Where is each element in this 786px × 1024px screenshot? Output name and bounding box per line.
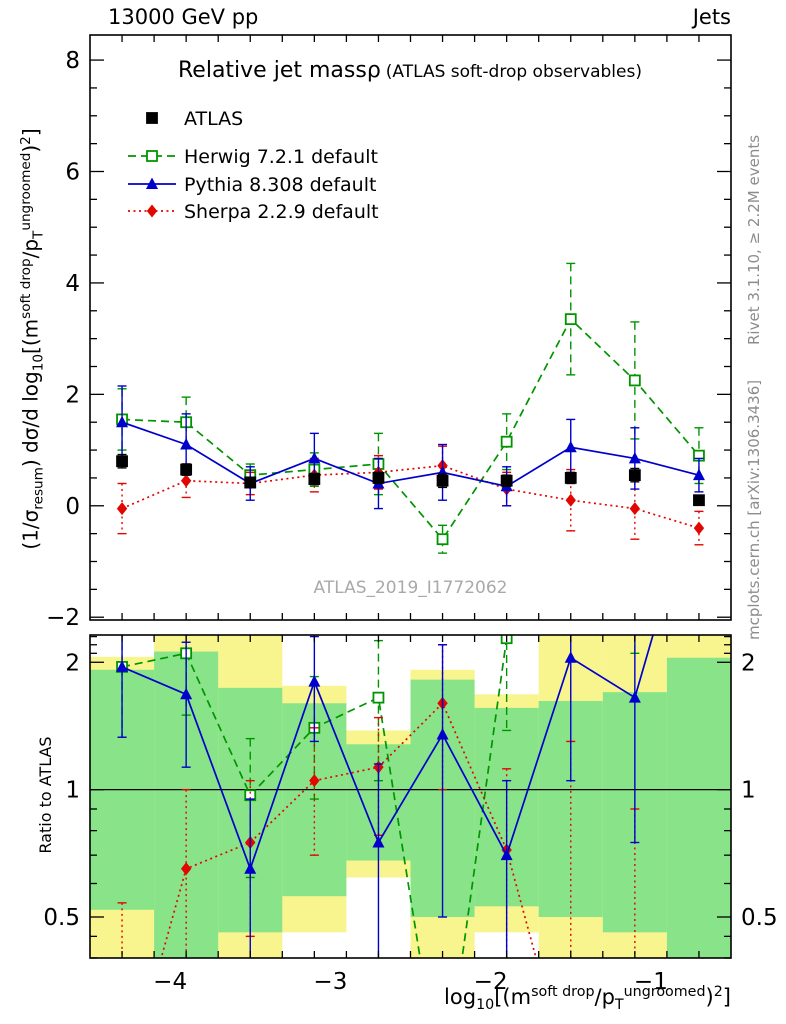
- ratio-series-pythia: [116, 635, 654, 958]
- beam-energy-label: 13000 GeV pp: [108, 5, 259, 29]
- mcplots-arxiv-label: mcplots.cern.ch [arXiv:1306.3436]: [745, 379, 763, 640]
- top-panel-series: [116, 262, 705, 554]
- top-ytick-label: 6: [65, 160, 80, 186]
- legend-item-atlas: ATLAS: [146, 108, 243, 130]
- legend-item-sherpa: Sherpa 2.2.9 default: [128, 201, 379, 223]
- legend-item-pythia: Pythia 8.308 default: [128, 174, 376, 196]
- legend-label: Sherpa 2.2.9 default: [184, 201, 379, 223]
- ratio-ytick-label-left: 2: [65, 650, 80, 676]
- axes-ticks: −2 0 2 4 6 8 −4 −3 −2 −1 0.5 0.5 1 1 2 2: [43, 35, 778, 995]
- top-y-axis-label: (1/σresum) dσ/d log10[(msoft drop/pTungr…: [18, 128, 47, 550]
- plot-title-sub: (ATLAS soft-drop observables): [385, 62, 642, 82]
- analysis-id-watermark: ATLAS_2019_I1772062: [313, 578, 508, 598]
- xtick-label: −2: [474, 969, 508, 995]
- ratio-y-axis-label: Ratio to ATLAS: [36, 736, 55, 854]
- ratio-ytick-label-left: 1: [65, 778, 80, 804]
- plot-title: Relative jet massρ (ATLAS soft-drop obser…: [178, 58, 642, 83]
- top-ytick-label: 4: [65, 271, 80, 297]
- green-band-bin: [666, 657, 731, 958]
- legend: ATLAS Herwig 7.2.1 default Pythia 8.308 de…: [128, 108, 379, 223]
- ratio-ytick-label-right: 2: [741, 650, 756, 676]
- legend-label: Pythia 8.308 default: [184, 174, 376, 196]
- legend-label: ATLAS: [184, 108, 243, 130]
- ratio-ytick-label-right: 0.5: [741, 905, 778, 931]
- series-pythia: [116, 385, 705, 510]
- series-atlas: [116, 453, 705, 507]
- plot-title-main: Relative jet massρ: [178, 58, 381, 83]
- top-ytick-label: −2: [46, 605, 80, 631]
- top-ytick-label: 2: [65, 382, 80, 408]
- xtick-label: −3: [313, 969, 347, 995]
- top-ytick-label: 0: [65, 494, 80, 520]
- x-axis-label: log10[(msoft drop/pTungroomed)2]: [444, 984, 731, 1014]
- legend-label: Herwig 7.2.1 default: [184, 146, 378, 168]
- xtick-label: −4: [153, 969, 187, 995]
- process-label: Jets: [692, 5, 731, 29]
- ratio-ytick-label-left: 0.5: [43, 905, 80, 931]
- top-ytick-label: 8: [65, 48, 80, 74]
- xtick-label: −1: [634, 969, 668, 995]
- series-herwig: [116, 262, 705, 554]
- legend-item-herwig: Herwig 7.2.1 default: [128, 146, 378, 168]
- series-sherpa: [116, 445, 705, 546]
- ratio-ytick-label-right: 1: [741, 778, 756, 804]
- rivet-version-label: Rivet 3.1.10, ≥ 2.2M events: [745, 134, 763, 345]
